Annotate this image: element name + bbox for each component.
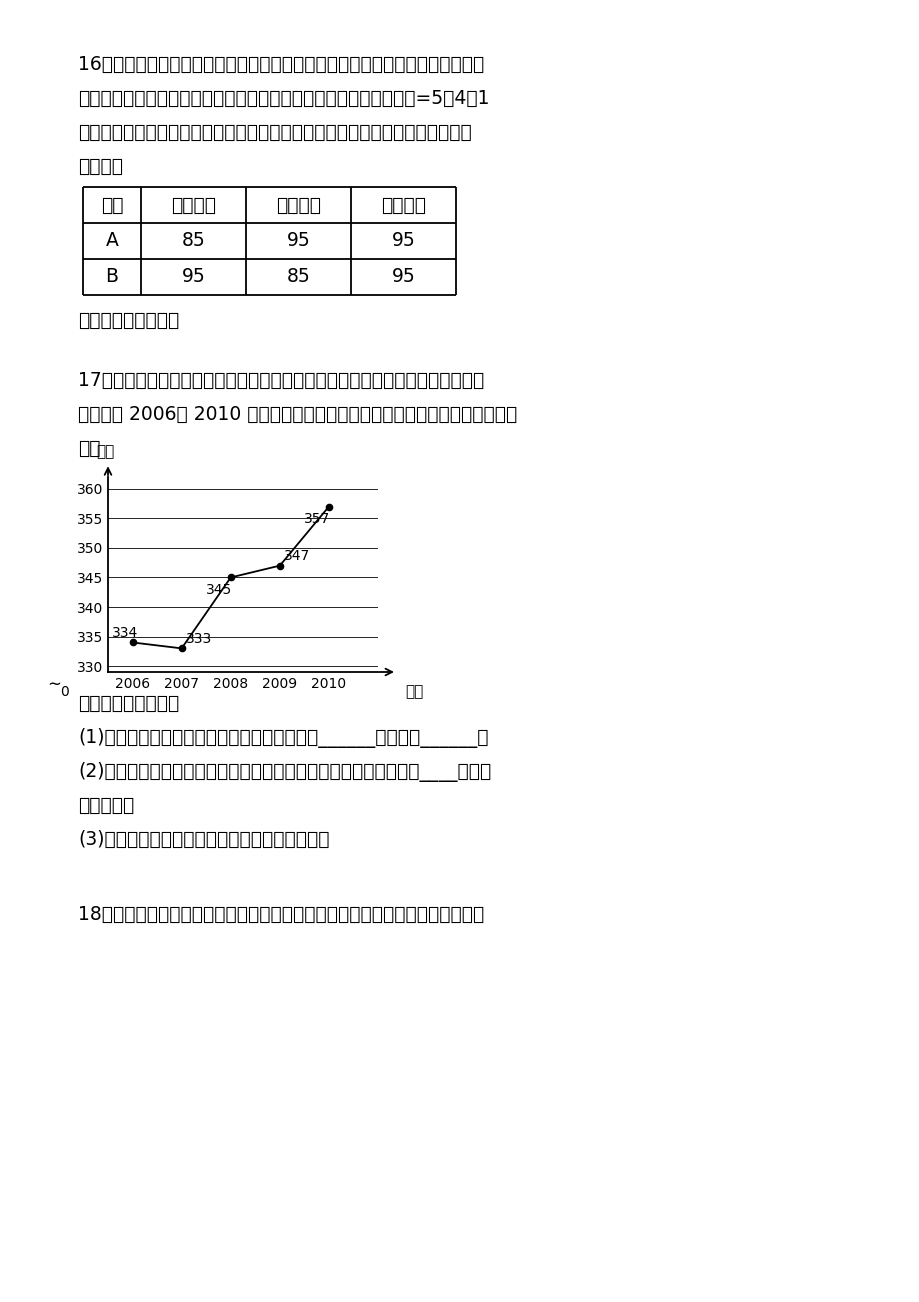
Text: (2)这五年的全年空气质量优良天数与它前一年相比，增加最多的是____年（填: (2)这五年的全年空气质量优良天数与它前一年相比，增加最多的是____年（填: [78, 762, 491, 783]
Text: 85: 85: [287, 267, 310, 286]
Text: 局公布的 2006－ 2010 这五年各年的全年空气质量优良的天数，绘制折线图如: 局公布的 2006－ 2010 这五年各年的全年空气质量优良的天数，绘制折线图如: [78, 405, 516, 424]
Text: 演讲效果: 演讲效果: [380, 195, 425, 215]
Text: ∼: ∼: [47, 674, 61, 693]
Text: 分，各项成绩均按百分制，然后再按演讲内容：演讲能力：演讲效果=5：4：1: 分，各项成绩均按百分制，然后再按演讲内容：演讲能力：演讲效果=5：4：1: [78, 89, 489, 108]
Text: 0: 0: [61, 685, 69, 698]
Text: 334: 334: [111, 626, 138, 639]
Text: 演讲能力: 演讲能力: [276, 195, 321, 215]
Text: 演讲内容: 演讲内容: [171, 195, 216, 215]
Text: 345: 345: [206, 583, 232, 598]
Text: 图．: 图．: [78, 439, 100, 458]
Text: A: A: [106, 232, 119, 250]
Text: 95: 95: [391, 232, 414, 250]
Text: 347: 347: [284, 549, 310, 562]
Text: 357: 357: [303, 512, 330, 526]
Text: 的比例计算选手的综合成绩（百分制）．进入决赛的前两名选手的单项成绩如下: 的比例计算选手的综合成绩（百分制）．进入决赛的前两名选手的单项成绩如下: [78, 122, 471, 142]
Text: 根据图中信息回答：: 根据图中信息回答：: [78, 694, 179, 713]
Text: 18．某班实行小组量化考核制，为了了解同学们的学习情况，王老师对甲、乙两: 18．某班实行小组量化考核制，为了了解同学们的学习情况，王老师对甲、乙两: [78, 905, 483, 924]
Text: 年份: 年份: [404, 684, 423, 699]
Text: 95: 95: [391, 267, 414, 286]
Text: 16．一次演讲比赛，评委将从演讲内容、演讲能力、演讲效果三个方面为选手打: 16．一次演讲比赛，评委将从演讲内容、演讲能力、演讲效果三个方面为选手打: [78, 55, 483, 74]
Text: 17．广州市努力改善空气质量，近年来空气质量明显好转，根据广州市环境保护: 17．广州市努力改善空气质量，近年来空气质量明显好转，根据广州市环境保护: [78, 371, 483, 391]
Text: 85: 85: [181, 232, 205, 250]
Text: 写年份）．: 写年份）．: [78, 796, 134, 815]
Text: 请决出两人的名次．: 请决出两人的名次．: [78, 311, 179, 329]
Text: 95: 95: [181, 267, 205, 286]
Text: (1)这五年的全年空气质量优良天数的中位数是______，极差是______．: (1)这五年的全年空气质量优良天数的中位数是______，极差是______．: [78, 728, 488, 749]
Text: 95: 95: [287, 232, 310, 250]
Text: 表所示：: 表所示：: [78, 158, 123, 176]
Text: 天数: 天数: [96, 444, 114, 460]
Text: B: B: [106, 267, 119, 286]
Text: 333: 333: [186, 631, 211, 646]
Text: (3)求这五年的全年空气质量优良天数的平均数．: (3)求这五年的全年空气质量优良天数的平均数．: [78, 829, 329, 849]
Text: 选手: 选手: [101, 195, 123, 215]
